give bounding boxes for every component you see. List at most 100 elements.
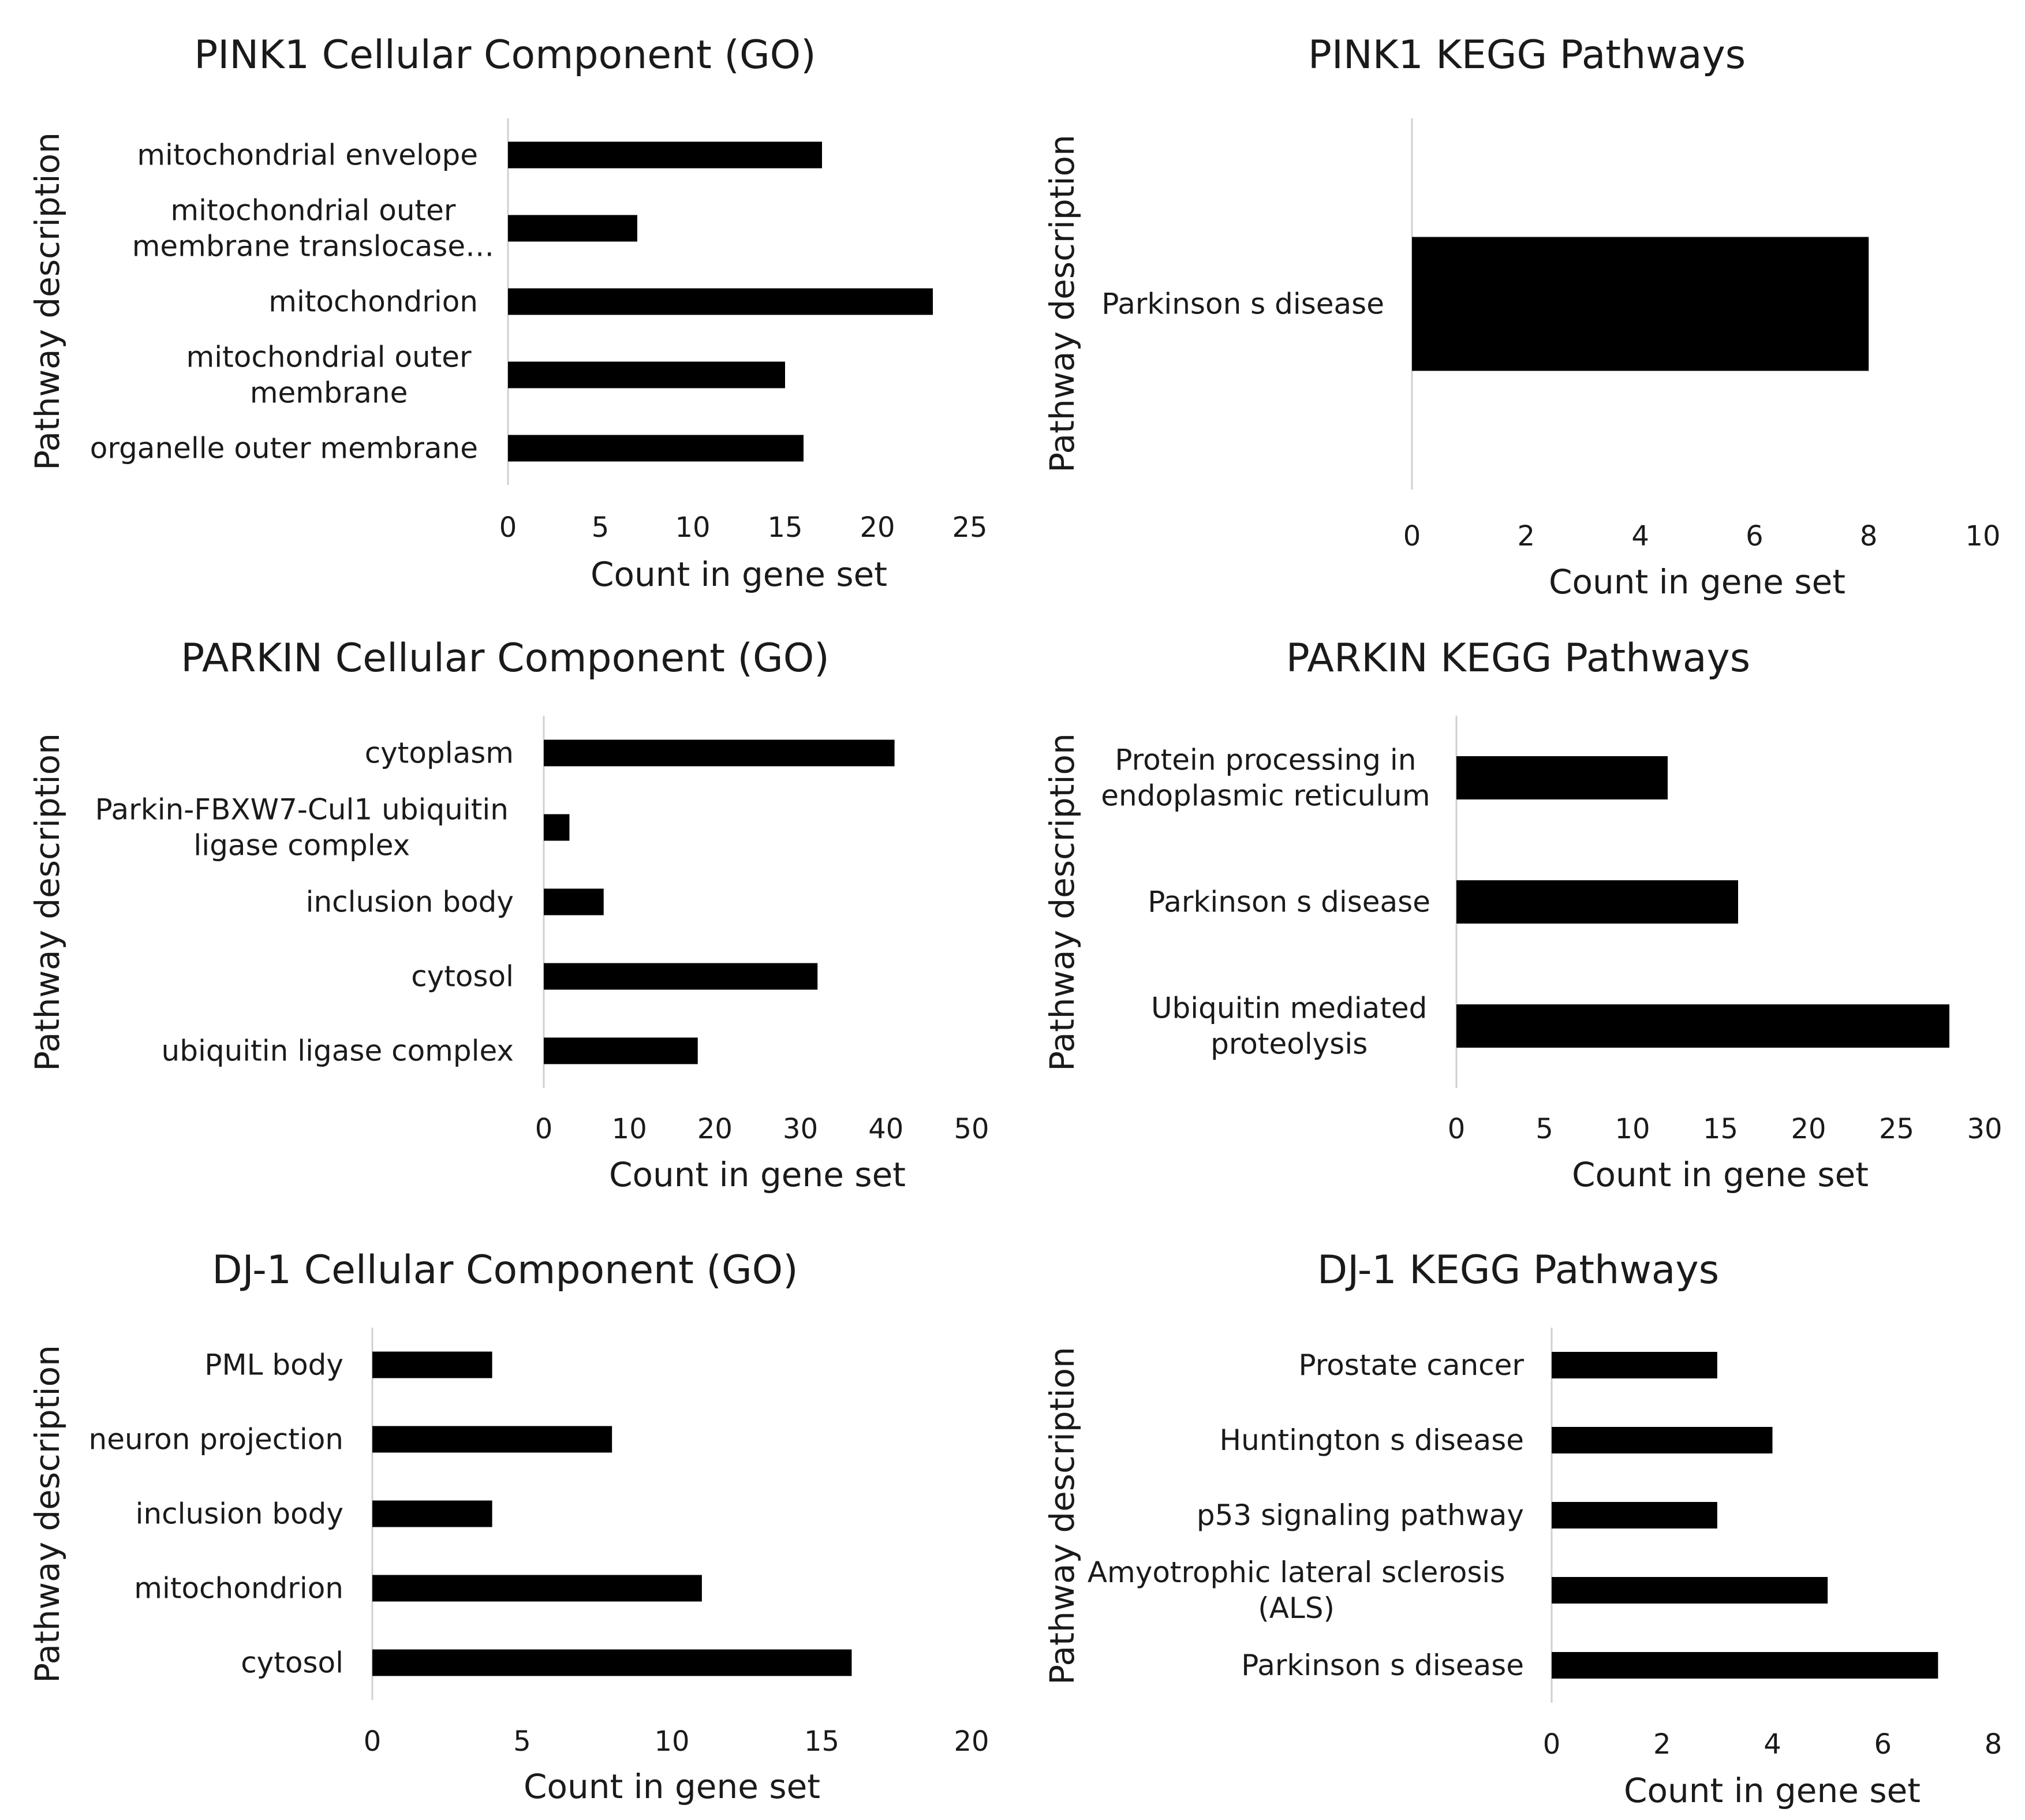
chart-title: DJ-1 Cellular Component (GO) (212, 1247, 798, 1293)
x-tick-label: 15 (804, 1725, 839, 1758)
category-label: mitochondrion (134, 1572, 343, 1605)
x-tick-label: 10 (654, 1725, 689, 1758)
x-tick-label: 5 (513, 1725, 531, 1758)
category-label: mitochondrion (268, 285, 478, 319)
category-label: Prostate cancer (1298, 1348, 1524, 1382)
bar (544, 739, 895, 767)
x-tick-label: 5 (592, 511, 610, 544)
category-label: ubiquitin ligase complex (162, 1034, 514, 1068)
bar (544, 888, 604, 915)
category-label: Huntington s disease (1219, 1423, 1524, 1457)
x-tick-label: 25 (1879, 1113, 1914, 1145)
bar (1552, 1502, 1717, 1528)
x-tick-label: 20 (860, 511, 895, 544)
category-label: inclusion body (136, 1497, 343, 1531)
bar (544, 963, 818, 990)
bar (1456, 756, 1668, 799)
category-label: cytosol (411, 960, 514, 993)
chart-title: PARKIN Cellular Component (GO) (181, 636, 830, 681)
x-axis-title: Count in gene set (1549, 562, 1845, 601)
chart-panel-pink1-kegg: PINK1 KEGG Pathways Parkinson s disease 0 2… (1043, 32, 2001, 601)
y-axis-title: Pathway description (1043, 733, 1082, 1071)
x-axis-title: Count in gene set (609, 1155, 906, 1194)
x-tick-label: 10 (1965, 520, 2000, 552)
chart-panel-dj1-kegg: DJ-1 KEGG Pathways Prostate cancer Hunting… (1043, 1247, 2002, 1810)
x-tick-label: 15 (1703, 1113, 1738, 1145)
bar (1552, 1352, 1717, 1378)
x-tick-label: 2 (1518, 520, 1535, 552)
x-tick-label: 8 (1860, 520, 1878, 552)
x-axis-title: Count in gene set (591, 555, 887, 594)
category-label: mitochondrial outer membrane translocase… (132, 194, 494, 263)
category-label: inclusion body (306, 885, 514, 919)
category-label: mitochondrial outer membrane (186, 341, 472, 410)
y-axis-title: Pathway description (1043, 1347, 1082, 1685)
x-tick-label: 5 (1535, 1113, 1553, 1145)
y-axis-title: Pathway description (28, 733, 67, 1071)
chart-panel-parkin-kegg: PARKIN KEGG Pathways Protein processing i… (1043, 636, 2002, 1194)
category-label: neuron projection (89, 1423, 343, 1456)
category-label: Parkin-FBXW7-Cul1 ubiquitin ligase comple… (95, 793, 509, 862)
x-tick-label: 40 (868, 1113, 903, 1145)
bar (508, 288, 933, 315)
x-tick-label: 25 (952, 511, 987, 544)
category-label: Parkinson s disease (1101, 287, 1384, 321)
x-tick-label: 2 (1653, 1728, 1671, 1761)
chart-title: PINK1 KEGG Pathways (1308, 32, 1746, 78)
category-label: Parkinson s disease (1241, 1649, 1524, 1682)
x-tick-label: 10 (1615, 1113, 1650, 1145)
x-tick-label: 6 (1874, 1728, 1892, 1761)
category-label: organelle outer membrane (90, 432, 478, 465)
category-label: Ubiquitin mediated proteolysis (1151, 992, 1427, 1061)
category-label: cytosol (241, 1646, 343, 1680)
x-tick-label: 0 (1448, 1113, 1466, 1145)
category-label: Parkinson s disease (1148, 885, 1430, 919)
x-axis-title: Count in gene set (1624, 1771, 1921, 1810)
x-tick-label: 0 (1403, 520, 1421, 552)
chart-panel-dj1-go: DJ-1 Cellular Component (GO) PML body neur… (28, 1247, 989, 1806)
bar (372, 1649, 852, 1676)
bar (508, 435, 804, 462)
chart-title: DJ-1 KEGG Pathways (1317, 1247, 1719, 1293)
x-tick-label: 20 (1791, 1113, 1826, 1145)
x-tick-label: 30 (783, 1113, 818, 1145)
bar (1552, 1652, 1938, 1679)
bar (1552, 1577, 1828, 1604)
x-tick-label: 4 (1631, 520, 1649, 552)
x-tick-label: 15 (767, 511, 802, 544)
category-label: Amyotrophic lateral sclerosis (ALS) (1088, 1556, 1505, 1625)
bar (508, 141, 822, 169)
bar (508, 361, 785, 388)
bar (544, 814, 570, 841)
bar (508, 215, 637, 242)
category-label: PML body (204, 1348, 343, 1382)
x-tick-label: 0 (535, 1113, 553, 1145)
category-label: Protein processing in endoplasmic reticul… (1101, 743, 1430, 813)
bar (1456, 1004, 1949, 1048)
chart-panel-pink1-go: PINK1 Cellular Component (GO) mitochondri… (28, 32, 988, 594)
bar (1412, 237, 1869, 371)
y-axis-title: Pathway description (1043, 134, 1082, 473)
x-tick-label: 30 (1967, 1113, 2002, 1145)
bar (372, 1575, 702, 1602)
x-tick-label: 10 (675, 511, 710, 544)
x-tick-label: 4 (1764, 1728, 1781, 1761)
x-tick-label: 0 (364, 1725, 382, 1758)
x-tick-label: 10 (612, 1113, 647, 1145)
chart-title: PINK1 Cellular Component (GO) (194, 32, 816, 78)
x-tick-label: 20 (954, 1725, 989, 1758)
x-axis-title: Count in gene set (1572, 1155, 1869, 1194)
x-tick-label: 20 (697, 1113, 733, 1145)
bar (1552, 1427, 1773, 1453)
x-tick-label: 6 (1746, 520, 1764, 552)
x-tick-label: 0 (499, 511, 517, 544)
category-label: p53 signaling pathway (1197, 1498, 1524, 1532)
bar (372, 1351, 492, 1378)
bar (372, 1426, 612, 1453)
bar (544, 1037, 698, 1064)
bar (1456, 880, 1738, 924)
bar (372, 1500, 492, 1527)
x-axis-title: Count in gene set (524, 1767, 820, 1806)
